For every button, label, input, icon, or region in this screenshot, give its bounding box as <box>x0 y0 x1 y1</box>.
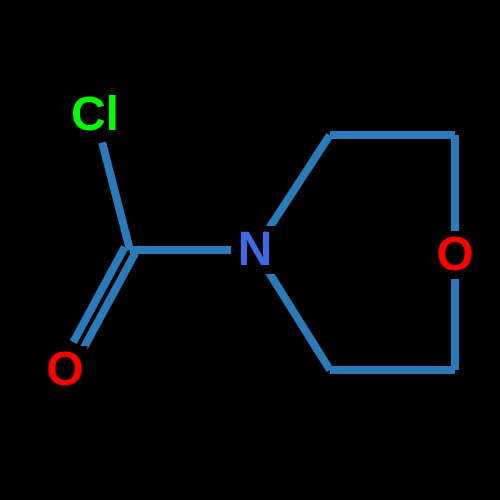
atom-o1: O <box>42 346 87 394</box>
molecule-diagram: Cl O N O <box>0 0 500 500</box>
bond <box>78 250 130 345</box>
atom-n: N <box>234 226 277 274</box>
bond <box>268 270 330 370</box>
atom-o2: O <box>432 231 477 279</box>
bond <box>268 135 330 230</box>
atom-cl: Cl <box>67 91 123 139</box>
bond <box>102 142 130 250</box>
